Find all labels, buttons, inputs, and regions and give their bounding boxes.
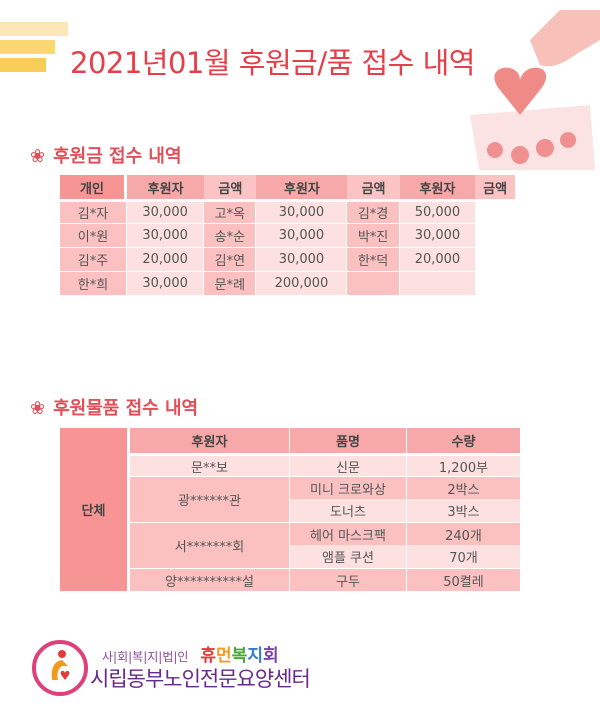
- item-cell: 신문: [290, 453, 407, 476]
- heading-text: 후원물품 접수 내역: [53, 398, 199, 419]
- donor-cell: 박*진: [347, 223, 400, 247]
- amount-cell: 30,000: [127, 199, 205, 223]
- header-cell: 품명: [290, 428, 407, 453]
- section-heading-goods: ❀ 후원물품 접수 내역: [30, 394, 198, 420]
- qty-cell: 1,200부: [407, 453, 520, 476]
- logo-emblem-icon: [32, 640, 88, 696]
- amount-cell: 30,000: [127, 271, 205, 295]
- flower-icon: ❀: [30, 146, 46, 167]
- decor-bar: [0, 40, 55, 54]
- amount-cell: [399, 271, 476, 295]
- table-row: 이*원 30,000 송*순 30,000 박*진 30,000: [60, 223, 515, 247]
- donor-cell: [347, 271, 400, 295]
- organization-logo: 사|회|복|지|법|인 휴먼복지회 시립동부노인전문요양센터: [30, 638, 311, 698]
- header-cell: 후원자: [127, 175, 205, 199]
- header-cell: 후원자: [256, 175, 348, 199]
- donor-cell: 김*자: [60, 199, 127, 223]
- item-cell: 앰플 쿠션: [290, 545, 407, 568]
- qty-cell: 70개: [407, 545, 520, 568]
- amount-cell: 30,000: [256, 247, 348, 271]
- qty-cell: 2박스: [407, 476, 520, 499]
- donor-cell: 송*순: [204, 223, 257, 247]
- goods-table: 단체 후원자 품명 수량 문**보 신문 1,200부 광******관 미니 …: [60, 428, 520, 591]
- item-cell: 구두: [290, 568, 407, 591]
- amount-cell: 30,000: [399, 223, 476, 247]
- org-type: 사|회|복|지|법|인: [102, 650, 189, 664]
- donor-cell: 문*례: [204, 271, 257, 295]
- group-label: 개인: [60, 175, 127, 199]
- donor-cell: 김*연: [204, 247, 257, 271]
- donor-cell: 양**********설: [130, 568, 290, 591]
- org-name-char: 먼: [216, 646, 232, 666]
- heading-text: 후원금 접수 내역: [53, 146, 182, 167]
- amount-cell: 30,000: [256, 199, 348, 223]
- org-line1: 사|회|복|지|법|인 휴먼복지회: [102, 641, 279, 666]
- donor-cell: 이*원: [60, 223, 127, 247]
- amount-cell: 200,000: [256, 271, 348, 295]
- qty-cell: 50켤레: [407, 568, 520, 591]
- money-table: 개인 후원자 금액 후원자 금액 후원자 금액 김*자 30,000 고*옥 30,0…: [60, 175, 515, 295]
- donor-cell: 고*옥: [204, 199, 257, 223]
- header-cell: 후원자: [130, 428, 290, 453]
- donor-cell: 광******관: [130, 476, 290, 522]
- amount-cell: 30,000: [127, 223, 205, 247]
- donor-cell: 한*덕: [347, 247, 400, 271]
- org-line2: 시립동부노인전문요양센터: [90, 667, 311, 691]
- page-title: 2021년01월 후원금/품 접수 내역: [70, 46, 475, 80]
- qty-cell: 240개: [407, 522, 520, 545]
- header-cell: 금액: [475, 175, 515, 199]
- group-label: 단체: [60, 428, 130, 591]
- org-name-char: 복: [231, 646, 248, 666]
- header-cell: 후원자: [399, 175, 476, 199]
- item-cell: 헤어 마스크팩: [290, 522, 407, 545]
- amount-cell: 20,000: [399, 247, 476, 271]
- decor-bar: [0, 22, 68, 36]
- table-row: 김*자 30,000 고*옥 30,000 김*경 50,000: [60, 199, 515, 223]
- org-name-char: 휴: [200, 646, 217, 666]
- table-row: 김*주 20,000 김*연 30,000 한*덕 20,000: [60, 247, 515, 271]
- flower-icon: ❀: [30, 398, 46, 419]
- donor-cell: 서*******회: [130, 522, 290, 568]
- donor-cell: 김*주: [60, 247, 127, 271]
- qty-cell: 3박스: [407, 499, 520, 522]
- org-name-char: 지: [247, 646, 263, 666]
- table-row: 한*희 30,000 문*례 200,000: [60, 271, 515, 295]
- section-heading-money: ❀ 후원금 접수 내역: [30, 142, 182, 168]
- item-cell: 도너츠: [290, 499, 407, 522]
- amount-cell: 20,000: [127, 247, 205, 271]
- amount-cell: 50,000: [399, 199, 476, 223]
- donor-cell: 한*희: [60, 271, 127, 295]
- decor-bar: [0, 58, 46, 72]
- amount-cell: 30,000: [256, 223, 348, 247]
- item-cell: 미니 크로와상: [290, 476, 407, 499]
- heart-donation-illustration: [470, 10, 600, 170]
- donor-cell: 김*경: [347, 199, 400, 223]
- org-name-char: 회: [262, 646, 279, 666]
- header-cell: 수량: [407, 428, 520, 453]
- header-cell: 금액: [347, 175, 400, 199]
- donor-cell: 문**보: [130, 453, 290, 476]
- header-cell: 금액: [204, 175, 257, 199]
